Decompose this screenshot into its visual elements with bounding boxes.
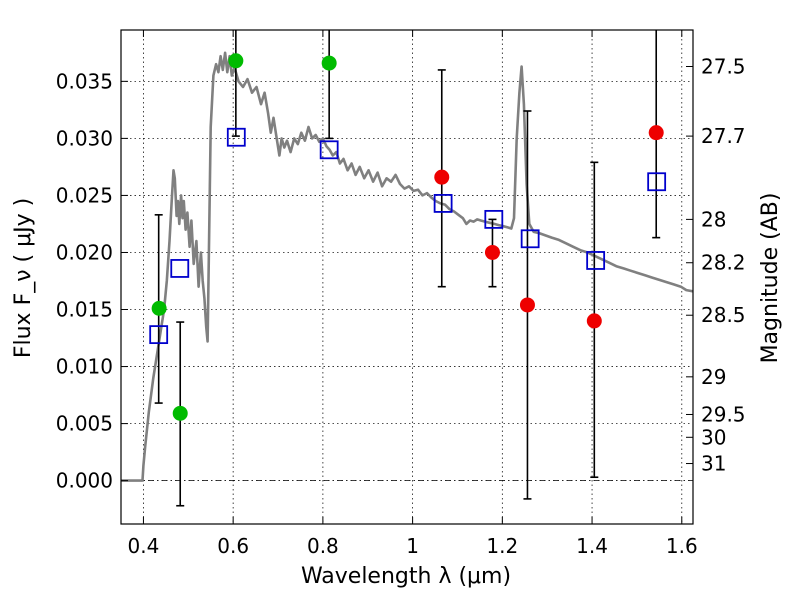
x-tick-label: 1 <box>406 534 419 558</box>
y-tick-label: 0.025 <box>56 183 113 207</box>
grid-lines <box>121 30 693 524</box>
magnitude-tick-label: 30 <box>701 425 726 449</box>
x-tick-label: 0.8 <box>307 534 339 558</box>
model-photometry-square <box>520 229 540 249</box>
magnitude-tick-label: 28 <box>701 207 726 231</box>
y-tick-label: 0.000 <box>56 469 113 493</box>
model-photometry-square <box>319 140 339 160</box>
green-data-point <box>151 300 167 316</box>
x-tick-label: 0.6 <box>217 534 249 558</box>
magnitude-tick-label: 28.5 <box>701 303 746 327</box>
model-photometry-square <box>586 251 606 270</box>
model-photometry-square <box>484 209 504 229</box>
x-tick-label: 1.6 <box>666 534 698 558</box>
magnitude-tick-label: 29.5 <box>701 402 746 426</box>
red-data-point <box>648 125 664 141</box>
y-tick-label: 0.035 <box>56 69 113 93</box>
model-photometry-square <box>170 259 190 278</box>
green-data-point <box>321 55 337 71</box>
magnitude-tick-label: 27.7 <box>701 124 746 148</box>
y-tick-label: 0.010 <box>56 355 113 379</box>
plot-frame <box>120 29 694 525</box>
x-axis-label: Wavelength λ (μm) <box>301 564 511 589</box>
x-axis: 0.4 0.6 0.8 1 1.2 1.4 1.6 <box>128 30 698 558</box>
y-tick-label: 0.005 <box>56 412 113 436</box>
red-data-point <box>586 313 602 329</box>
green-data-point <box>228 53 244 69</box>
magnitude-tick-label: 29 <box>701 365 726 389</box>
red-data-point <box>519 297 535 313</box>
green-data-point <box>172 405 188 421</box>
sed-model-line <box>121 51 693 482</box>
x-tick-label: 1.4 <box>576 534 608 558</box>
model-photometry-square <box>149 325 169 345</box>
y-tick-label: 0.020 <box>56 240 113 264</box>
model-photometry-square <box>647 172 667 192</box>
red-data-point <box>434 169 450 185</box>
magnitude-axis: 27.5 27.7 28 28.2 28.5 29 29.530 31 <box>686 55 746 476</box>
model-photometry-square <box>226 127 246 147</box>
plot-area <box>121 30 693 507</box>
magnitude-tick-label: 31 <box>701 452 726 476</box>
red-data-point <box>484 244 500 260</box>
magnitude-axis-label: Magnitude (AB) <box>758 193 783 364</box>
y-axis-label: Flux F_ν ( μJy ) <box>11 198 36 358</box>
magnitude-tick-label: 27.5 <box>701 55 746 79</box>
y-axis: 0.000 0.005 0.010 0.015 0.020 0.025 0.030 0.035 <box>56 69 128 493</box>
x-tick-label: 0.4 <box>128 534 160 558</box>
y-tick-label: 0.015 <box>56 298 113 322</box>
x-tick-label: 1.2 <box>486 534 518 558</box>
model-photometry-square <box>433 194 453 213</box>
magnitude-tick-label: 28.2 <box>701 251 746 275</box>
y-tick-label: 0.030 <box>56 126 113 150</box>
